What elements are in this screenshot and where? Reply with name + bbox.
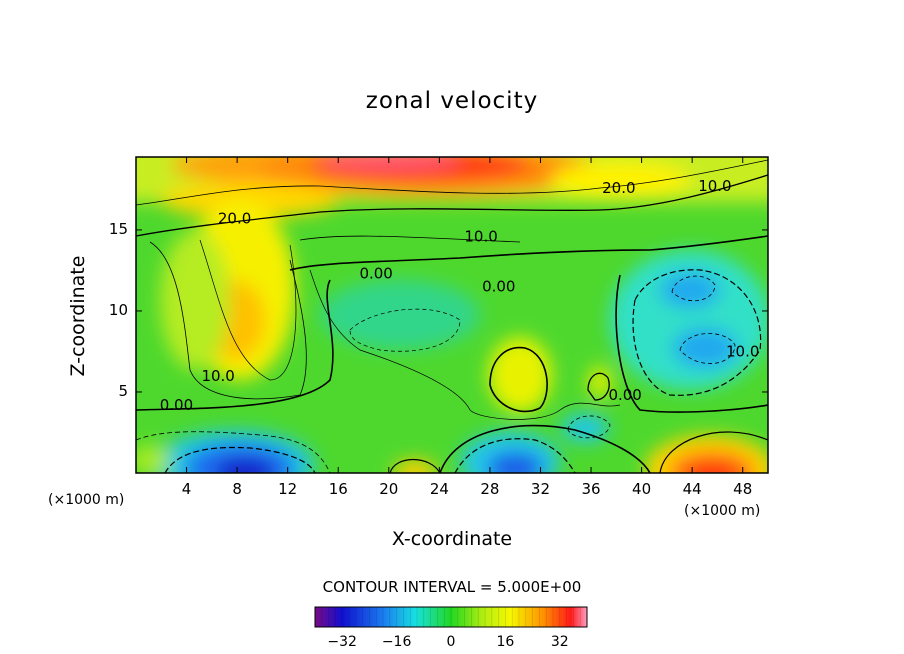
- contour-label: 10.0: [464, 227, 497, 245]
- x-tick-label: 48: [733, 480, 753, 498]
- x-unit-label-left: (×1000 m): [48, 492, 125, 508]
- y-axis-ticks: [136, 229, 768, 393]
- color-field: [136, 157, 768, 473]
- x-axis-ticks: [186, 157, 744, 473]
- colorbar-tick-label: −16: [381, 634, 412, 650]
- contour-labels: 20.0 20.0 10.0 10.0 0.00 0.00 10.0 0.00 0.00 10.0: [160, 177, 760, 414]
- chart-title: zonal velocity: [365, 88, 539, 114]
- colorbar-divisions: [321, 607, 581, 627]
- contour-label: 10.0: [726, 342, 759, 360]
- y-tick-label: 15: [108, 219, 128, 238]
- contour-label: 0.00: [608, 386, 641, 404]
- colorbar-tick-label: −32: [327, 634, 357, 650]
- contour-label: 20.0: [218, 210, 251, 228]
- y-tick-label: 5: [118, 381, 128, 400]
- x-tick-label: 8: [232, 480, 242, 498]
- contour-label: 20.0: [602, 179, 635, 197]
- x-tick-label: 16: [328, 480, 348, 498]
- colorbar-tick-label: 0: [446, 634, 456, 650]
- contour-label: 0.00: [359, 265, 392, 283]
- plot-frame: [135, 156, 769, 474]
- colorbar-tick-label: 32: [550, 634, 569, 650]
- x-tick-label: 24: [429, 480, 449, 498]
- colorbar-tick-label: 16: [496, 634, 515, 650]
- x-tick-label: 44: [682, 480, 702, 498]
- colorbar: [314, 606, 588, 628]
- x-tick-label: 4: [181, 480, 192, 498]
- y-axis-label: Z-coordinate: [67, 255, 89, 377]
- contour-label: 10.0: [698, 177, 731, 195]
- contour-label: 0.00: [482, 278, 515, 296]
- x-tick-label: 20: [379, 480, 399, 498]
- contour-label: 10.0: [201, 367, 234, 385]
- x-unit-label-right: (×1000 m): [684, 503, 761, 519]
- x-tick-label: 32: [530, 480, 551, 498]
- x-axis-label: X-coordinate: [391, 528, 513, 550]
- contour-label: 0.00: [160, 396, 193, 414]
- y-tick-label: 10: [108, 300, 128, 319]
- x-tick-label: 36: [581, 480, 601, 498]
- contour-lines: [136, 159, 768, 473]
- contour-interval-text: CONTOUR INTERVAL = 5.000E+00: [322, 578, 582, 596]
- x-tick-label: 28: [480, 480, 500, 498]
- x-tick-label: 12: [278, 480, 298, 498]
- x-tick-label: 40: [632, 480, 652, 498]
